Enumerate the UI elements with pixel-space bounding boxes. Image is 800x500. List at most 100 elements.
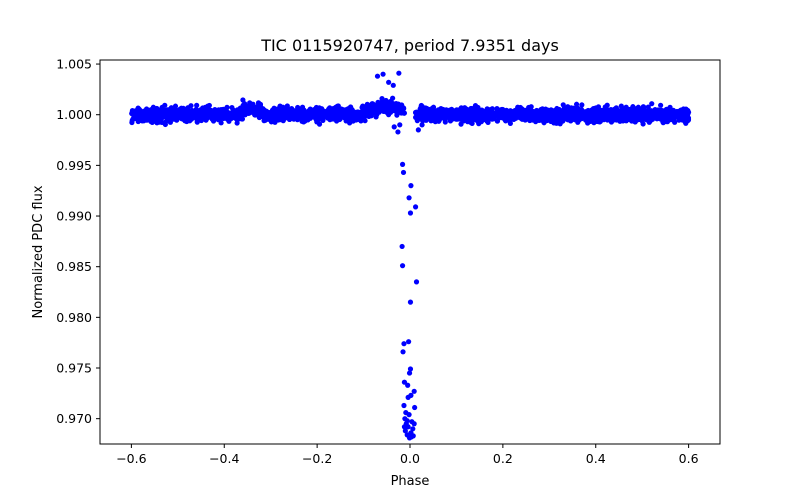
transit-point [408,183,414,189]
baseline-point [212,106,218,113]
baseline-point [168,109,175,115]
baseline-point [162,102,168,108]
baseline-point [146,110,153,116]
baseline-point [498,115,504,121]
y-axis-ticks: 0.970 0.975 0.980 0.985 0.990 0.995 1.000 1.005 [56,57,100,426]
transit-point [406,195,412,201]
baseline-point [632,108,638,114]
ingress-point [386,79,392,85]
baseline-point [129,107,136,114]
baseline-point [308,109,314,115]
baseline-point [523,114,530,120]
baseline-point [432,116,439,122]
baseline-point [640,121,646,127]
baseline-point [162,119,169,125]
y-tick-label: 1.000 [56,107,92,122]
baseline-point [421,114,428,120]
baseline-point [644,113,651,119]
baseline-point [658,102,664,108]
baseline-point [193,109,199,115]
transit-point [401,424,408,430]
baseline-point [376,103,382,109]
baseline-point [494,118,501,124]
baseline-point [591,120,597,126]
transit-point [405,424,411,430]
baseline-point [299,116,305,122]
ingress-point [390,82,396,88]
baseline-point [261,118,267,124]
ingress-point [415,127,421,133]
baseline-point [236,110,243,117]
transit-point [399,263,406,269]
baseline-point [413,110,420,116]
baseline-point [287,115,293,122]
baseline-point [610,109,616,115]
baseline-point [598,112,604,118]
chart-title: TIC 0115920747, period 7.9351 days [260,36,559,55]
baseline-point [414,118,420,124]
baseline-point [655,107,661,113]
baseline-point [188,109,195,115]
baseline-point [291,116,297,122]
baseline-point [271,109,277,115]
baseline-point [471,109,477,115]
baseline-point [468,117,474,123]
baseline-point [244,106,251,112]
baseline-point [489,111,495,117]
baseline-point [343,115,350,121]
baseline-point [205,103,211,109]
y-tick-label: 0.980 [56,310,92,325]
x-axis-label: Phase [391,474,430,489]
baseline-point [341,109,347,115]
baseline-point [381,104,387,110]
data-points [129,70,692,441]
baseline-point [603,116,610,122]
baseline-point [358,118,364,124]
baseline-point [139,111,145,117]
baseline-point [573,101,580,107]
baseline-point [229,104,235,111]
transit-point [405,394,411,400]
transit-point [410,433,416,439]
baseline-point [262,112,268,118]
baseline-point [320,117,326,123]
baseline-point [364,103,370,110]
baseline-point [224,104,230,110]
baseline-point [598,117,604,123]
baseline-point [439,112,445,118]
transit-point [399,243,405,250]
x-tick-label: −0.4 [209,451,239,466]
baseline-point [184,109,191,115]
transit-point [407,299,414,305]
transit-point [401,379,408,385]
baseline-point [526,111,532,117]
baseline-point [358,111,364,117]
baseline-point [270,115,276,121]
baseline-point [373,114,379,120]
baseline-point [616,112,622,118]
baseline-point [256,102,263,108]
baseline-point [649,101,655,107]
baseline-point [196,115,203,121]
baseline-point [353,115,359,121]
baseline-point [316,121,323,127]
baseline-point [280,104,286,110]
baseline-point [476,108,482,114]
baseline-point [323,114,329,120]
y-tick-label: 1.005 [56,57,92,72]
baseline-point [184,116,191,123]
baseline-point [638,108,644,115]
transit-point [399,161,406,167]
baseline-point [565,104,571,110]
baseline-point [295,110,302,116]
baseline-point [373,107,379,113]
x-tick-label: 0.0 [400,451,420,466]
transit-point [405,382,411,388]
baseline-point [498,109,504,115]
baseline-point [674,109,681,115]
baseline-point [476,115,482,121]
transit-point [411,388,417,394]
baseline-point [256,106,262,112]
baseline-point [505,110,511,117]
baseline-point [461,108,467,115]
